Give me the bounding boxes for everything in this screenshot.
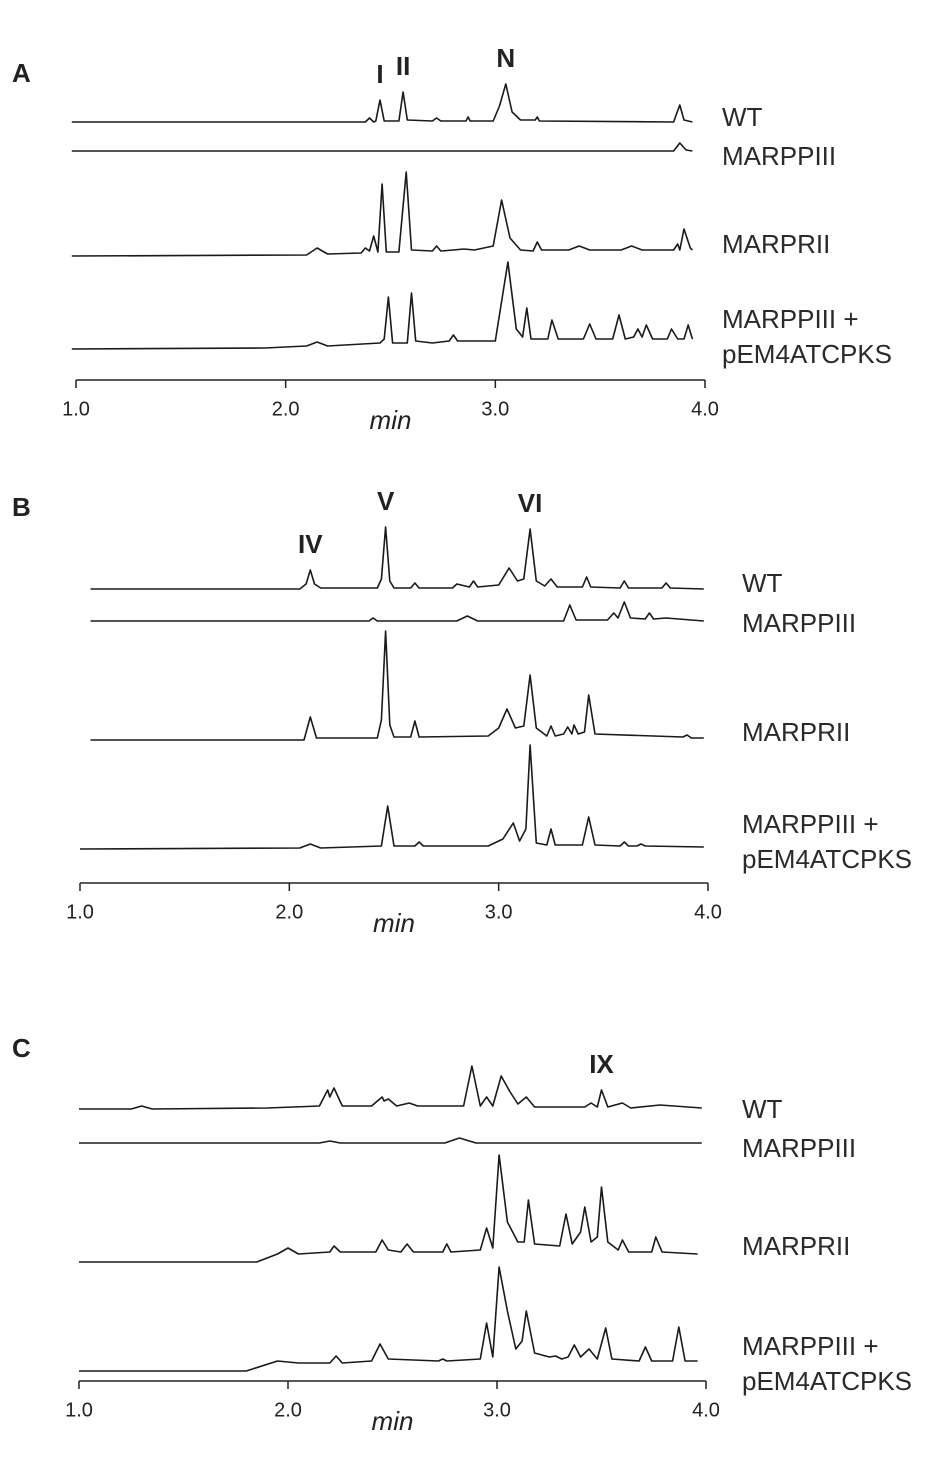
x-tick-label: 2.0 [274,1399,302,1421]
x-axis-label: min [370,405,412,435]
trace [71,261,694,350]
x-axis-label: min [372,1406,414,1436]
legend-entry: MARPPIII + pEM4ATCPKS [742,1331,913,1396]
x-tick-label: 3.0 [485,901,513,923]
trace [79,744,704,850]
trace [79,1137,702,1144]
trace [71,83,693,123]
x-tick-label: 3.0 [481,398,509,420]
x-axis-label: min [373,908,415,938]
legend-entry: MARPPIII + pEM4ATCPKS [742,809,913,874]
panel-label: A [12,58,31,88]
trace [71,171,693,257]
x-tick-label: 2.0 [275,901,303,923]
peak-annotation: N [496,43,515,73]
trace [90,601,704,622]
peak-annotation: V [377,486,395,516]
trace [79,1154,698,1263]
trace [79,1266,698,1372]
peak-annotation: IV [298,529,323,559]
panel-label: B [12,492,31,522]
x-tick-label: 1.0 [65,1399,93,1421]
legend-entry: WT [722,102,763,132]
x-tick-label: 4.0 [692,1399,720,1421]
peak-annotation: IX [589,1049,614,1079]
legend-entry: MARPPIII [722,141,837,171]
trace [90,630,704,741]
trace [90,526,704,590]
x-tick-label: 4.0 [694,901,722,923]
legend-entry: MARPPIII + pEM4ATCPKS [722,304,893,369]
peak-annotation: VI [518,488,543,518]
legend-entry: MARPRII [742,1231,851,1261]
trace [71,142,693,152]
x-tick-label: 2.0 [272,398,300,420]
legend-entry: MARPRII [722,229,831,259]
peak-annotation: II [396,51,410,81]
legend-entry: WT [742,568,783,598]
panel-label: C [12,1033,31,1063]
peak-annotation: I [376,59,383,89]
x-tick-label: 4.0 [691,398,719,420]
legend-entry: MARPRII [742,717,851,747]
x-tick-label: 1.0 [66,901,94,923]
x-tick-label: 1.0 [62,398,90,420]
x-tick-label: 3.0 [483,1399,511,1421]
legend-entry: WT [742,1094,783,1124]
legend-entry: MARPPIII [742,608,857,638]
trace [79,1065,702,1110]
legend-entry: MARPPIII [742,1133,857,1163]
